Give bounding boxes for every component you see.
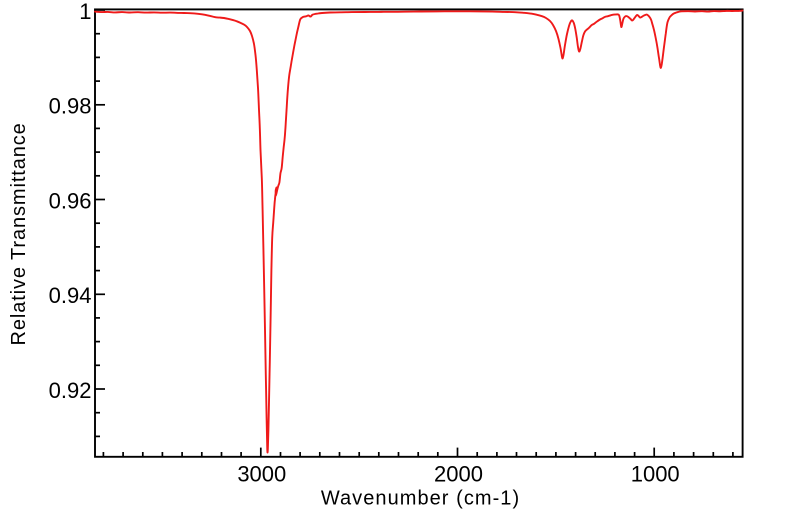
svg-text:0.94: 0.94 xyxy=(49,283,92,308)
svg-text:1: 1 xyxy=(79,0,91,24)
svg-text:Relative Transmittance: Relative Transmittance xyxy=(8,122,30,345)
svg-text:0.96: 0.96 xyxy=(49,188,92,213)
svg-text:3000: 3000 xyxy=(237,461,286,486)
svg-text:2000: 2000 xyxy=(434,461,483,486)
svg-text:0.92: 0.92 xyxy=(49,378,92,403)
svg-text:0.98: 0.98 xyxy=(49,94,92,119)
svg-text:Wavenumber (cm-1): Wavenumber (cm-1) xyxy=(321,488,520,510)
svg-text:1000: 1000 xyxy=(631,461,680,486)
